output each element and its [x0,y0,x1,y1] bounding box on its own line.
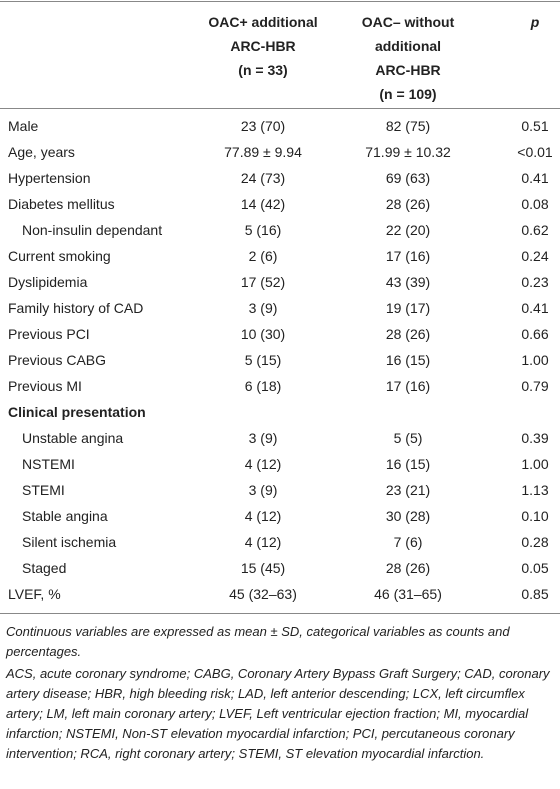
header-cell: p [530,14,540,30]
cell: 0.62 [521,222,549,238]
row-label: Non-insulin dependant [22,222,163,238]
header-cell: additional [374,38,442,54]
cell: 24 (73) [240,170,286,186]
header-cell: OAC– without [361,14,455,30]
cell: 43 (39) [385,274,431,290]
row-label: Previous MI [8,378,82,394]
cell: 17 (16) [385,248,431,264]
cell: 82 (75) [385,118,431,134]
cell: 4 (12) [244,508,282,524]
row-label: Current smoking [8,248,111,264]
cell: 14 (42) [240,196,286,212]
row-label: Dyslipidemia [8,274,88,290]
cell: 16 (15) [385,456,431,472]
header-cell: (n = 33) [238,62,288,78]
cell: 5 (5) [393,430,423,446]
cell: 3 (9) [248,300,278,316]
cell: 28 (26) [385,196,431,212]
row-label: LVEF, % [8,586,61,602]
row-label: Age, years [8,144,75,160]
cell: 19 (17) [385,300,431,316]
cell: 22 (20) [385,222,431,238]
cell: 28 (26) [385,560,431,576]
cell: 0.10 [521,508,549,524]
cell: 1.00 [521,456,549,472]
cell: 69 (63) [385,170,431,186]
footnote: ACS, acute coronary syndrome; CABG, Coro… [6,666,550,761]
cell: 28 (26) [385,326,431,342]
row-label: Family history of CAD [8,300,144,316]
cell: 0.23 [521,274,549,290]
cell: 4 (12) [244,456,282,472]
cell: 5 (16) [244,222,282,238]
row-label: Previous CABG [8,352,107,368]
cell: 0.41 [521,300,549,316]
cell: 5 (15) [244,352,282,368]
cell: 10 (30) [240,326,286,342]
cell: 46 (31–65) [374,586,442,602]
footnote: Continuous variables are expressed as me… [6,624,510,659]
cell: 16 (15) [385,352,431,368]
cell: 1.13 [521,482,549,498]
cell: 17 (52) [240,274,286,290]
cell: 30 (28) [385,508,431,524]
section-label: Clinical presentation [8,404,146,420]
row-label: Diabetes mellitus [8,196,115,212]
cell: 0.28 [521,534,549,550]
cell: 4 (12) [244,534,282,550]
cell: 0.39 [521,430,549,446]
cell: 23 (21) [385,482,431,498]
cell: 17 (16) [385,378,431,394]
header-cell: OAC+ additional [208,14,318,30]
top-rule [0,1,560,2]
row-label: Stable angina [22,508,108,524]
header-cell: ARC-HBR [375,62,441,78]
cell: 3 (9) [248,482,278,498]
row-label: Hypertension [8,170,91,186]
row-label: Silent ischemia [22,534,117,550]
cell: 0.41 [521,170,549,186]
cell: 1.00 [521,352,549,368]
cell: 0.05 [521,560,549,576]
cell: 71.99 ± 10.32 [365,144,451,160]
cell: 0.66 [521,326,549,342]
cell: 23 (70) [240,118,286,134]
cell: 0.85 [521,586,549,602]
bottom-rule [0,613,560,614]
cell: 0.51 [521,118,549,134]
row-label: Male [8,118,39,134]
cell: 0.79 [521,378,549,394]
row-label: Previous PCI [8,326,90,342]
row-label: Unstable angina [22,430,124,446]
cell: 77.89 ± 9.94 [224,144,302,160]
cell: 2 (6) [248,248,278,264]
cell: 6 (18) [244,378,282,394]
cell: 0.08 [521,196,549,212]
cell: <0.01 [517,144,553,160]
header-cell: (n = 109) [379,86,437,102]
header-cell: ARC-HBR [230,38,296,54]
row-label: NSTEMI [22,456,75,472]
row-label: Staged [22,560,67,576]
cell: 7 (6) [393,534,423,550]
cell: 15 (45) [240,560,286,576]
cell: 3 (9) [248,430,278,446]
cell: 0.24 [521,248,549,264]
row-label: STEMI [22,482,65,498]
cell: 45 (32–63) [229,586,297,602]
header-rule [0,108,560,109]
